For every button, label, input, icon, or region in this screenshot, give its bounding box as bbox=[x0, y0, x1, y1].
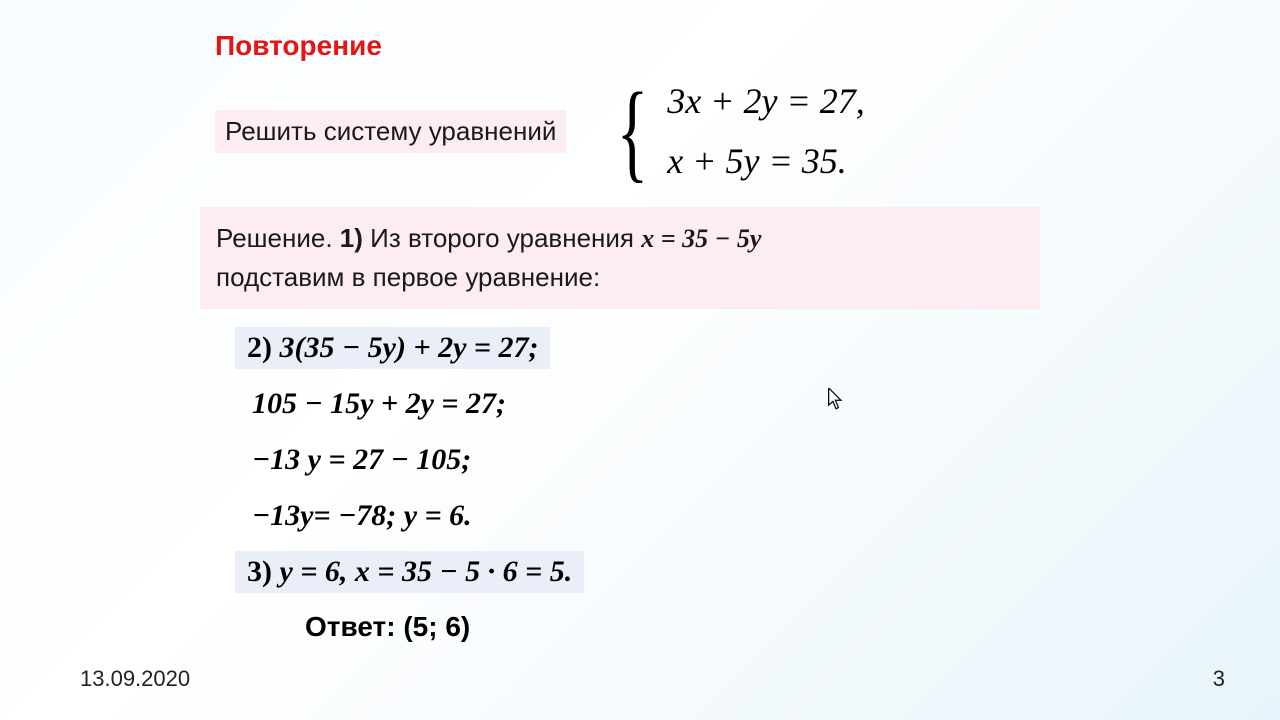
step3-text: y = 6, x = 35 − 5 · 6 = 5. bbox=[272, 555, 572, 588]
equation-1: 3x + 2y = 27, bbox=[667, 80, 865, 122]
step3-label: 3) bbox=[247, 555, 272, 588]
page-number: 3 bbox=[1213, 666, 1225, 692]
problem-row: Решить систему уравнений { 3x + 2y = 27,… bbox=[215, 80, 1200, 182]
date-footer: 13.09.2020 bbox=[80, 666, 190, 692]
step-3: 3) y = 6, x = 35 − 5 · 6 = 5. bbox=[235, 551, 584, 593]
step1-label: 1) bbox=[340, 223, 363, 253]
step-2: 2) 3(35 − 5y) + 2y = 27; bbox=[235, 327, 550, 369]
step2a-text: 105 − 15y + 2y = 27; bbox=[252, 387, 506, 420]
equation-system: { 3x + 2y = 27, x + 5y = 35. bbox=[606, 80, 864, 182]
answer: Ответ: (5; 6) bbox=[305, 611, 1200, 643]
step-2c: −13y= −78; y = 6. bbox=[240, 495, 484, 537]
solution-text2: подставим в первое уравнение: bbox=[216, 262, 600, 292]
solution-text1: Из второго уравнения bbox=[363, 223, 641, 253]
solution-prefix: Решение. bbox=[216, 223, 340, 253]
step-2a: 105 − 15y + 2y = 27; bbox=[240, 383, 518, 425]
step2-text: 3(35 − 5y) + 2y = 27; bbox=[280, 331, 539, 364]
solution-expr: x = 35 − 5y bbox=[641, 224, 761, 253]
slide: Повторение Решить систему уравнений { 3x… bbox=[0, 0, 1280, 720]
step2-label: 2) bbox=[247, 331, 272, 364]
step2b-text: −13 y = 27 − 105; bbox=[252, 443, 471, 476]
problem-statement: Решить систему уравнений bbox=[215, 110, 566, 153]
solution-steps: 2) 3(35 − 5y) + 2y = 27; 105 − 15y + 2y … bbox=[80, 327, 1200, 607]
equation-list: 3x + 2y = 27, x + 5y = 35. bbox=[667, 80, 865, 182]
equation-2: x + 5y = 35. bbox=[667, 140, 865, 182]
section-title: Повторение bbox=[215, 30, 1200, 62]
step-2b: −13 y = 27 − 105; bbox=[240, 439, 483, 481]
mouse-cursor-icon bbox=[828, 388, 844, 415]
step2c-text: −13y= −78; y = 6. bbox=[252, 499, 472, 532]
solution-intro: Решение. 1) Из второго уравнения x = 35 … bbox=[200, 207, 1040, 309]
left-brace-icon: { bbox=[617, 98, 649, 164]
